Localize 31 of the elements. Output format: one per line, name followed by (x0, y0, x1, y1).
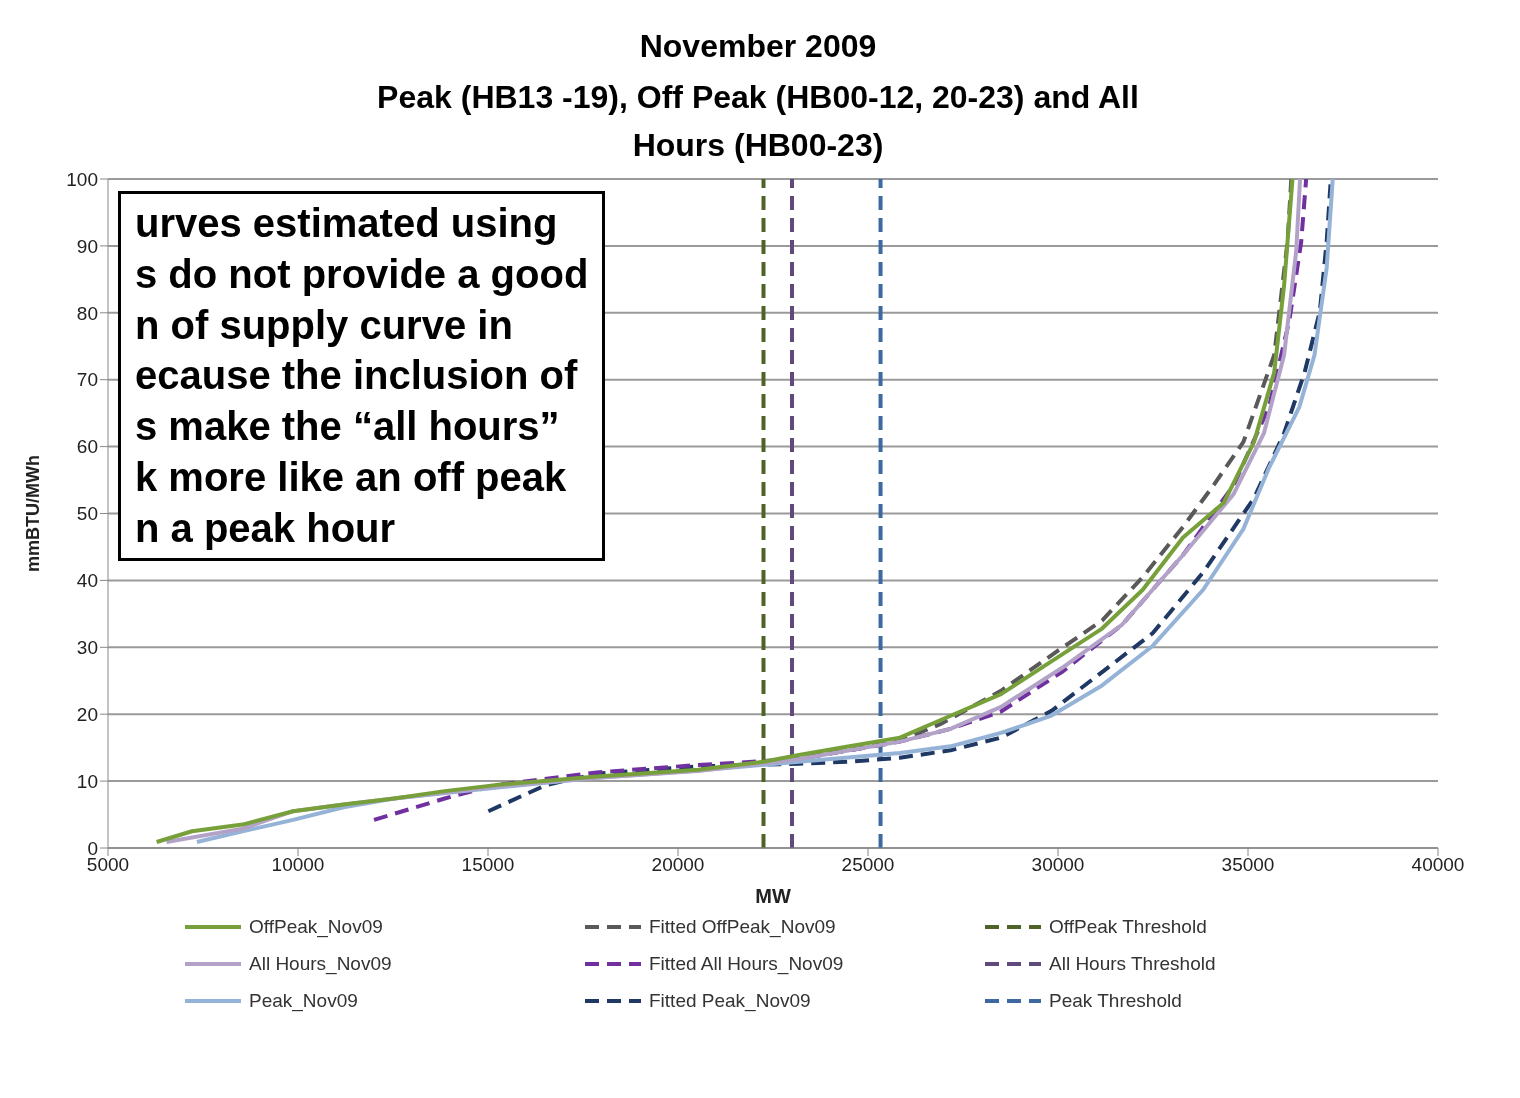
legend-label: Fitted OffPeak_Nov09 (649, 915, 836, 938)
legend-label: Fitted Peak_Nov09 (649, 989, 811, 1012)
y-tick-label: 40 (76, 570, 98, 592)
legend-label: OffPeak Threshold (1049, 915, 1207, 938)
y-tick-label: 70 (76, 369, 98, 391)
y-tick-label: 10 (76, 770, 98, 792)
y-tick-label: 50 (76, 503, 98, 525)
x-tick-label: 15000 (461, 854, 515, 876)
x-tick-label: 30000 (1031, 854, 1085, 876)
y-tick-label: 60 (76, 436, 98, 458)
y-tick-label: 30 (76, 637, 98, 659)
y-tick-label: 90 (76, 235, 98, 257)
legend-label: Fitted All Hours_Nov09 (649, 952, 844, 975)
legend-label: All Hours_Nov09 (249, 952, 392, 975)
y-tick-label: 20 (76, 703, 98, 725)
y-tick-label: 100 (66, 168, 98, 190)
annotation: urves estimated using s do not provide a good n of supply curve in ecause the inclusion of s make the “all hours” k more like an off peak n a peak hour (118, 191, 606, 561)
x-tick-label: 25000 (841, 854, 895, 876)
x-tick-label: 10000 (271, 854, 325, 876)
y-axis-title: mmBTU/MWh (23, 455, 44, 572)
legend-label: All Hours Threshold (1049, 952, 1216, 975)
chart-subtitle: Peak (HB13 -19), Off Peak (HB00-12, 20-23) and All Hours (HB00-23) (376, 78, 1140, 165)
x-tick-label: 20000 (651, 854, 705, 876)
legend-label: Peak_Nov09 (249, 989, 358, 1012)
x-axis-title: MW (755, 885, 791, 907)
legend-label: OffPeak_Nov09 (249, 915, 383, 938)
x-tick-label: 40000 (1411, 854, 1465, 876)
legend-label: Peak Threshold (1049, 989, 1182, 1012)
x-tick-label: 35000 (1221, 854, 1275, 876)
y-tick-label: 80 (76, 302, 98, 324)
chart-title: November 2009 (638, 27, 878, 65)
